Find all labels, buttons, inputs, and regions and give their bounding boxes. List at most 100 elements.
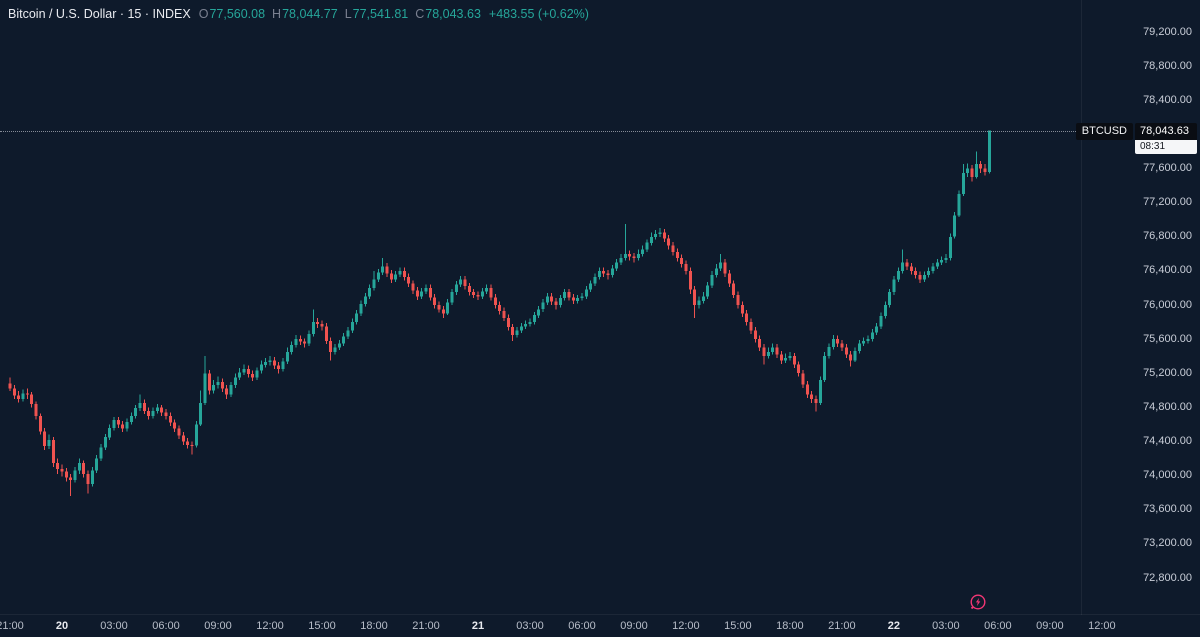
candle-body xyxy=(181,435,185,442)
candle-body xyxy=(407,276,411,284)
price-axis-label: 76,400.00 xyxy=(1143,264,1192,277)
candle-body xyxy=(229,385,233,395)
candle-body xyxy=(121,424,125,429)
price-axis-label: 72,800.00 xyxy=(1143,571,1192,584)
candle-body xyxy=(311,322,315,334)
candle-body xyxy=(86,473,90,485)
candlestick-chart[interactable] xyxy=(0,0,1083,615)
candle-body xyxy=(649,236,653,243)
time-axis-label: 03:00 xyxy=(100,620,128,632)
candle-body xyxy=(164,412,168,416)
candle-body xyxy=(333,347,337,352)
symbol-badge[interactable]: BTCUSD xyxy=(1075,122,1133,140)
candle-body xyxy=(914,270,918,276)
bar-countdown: 08:31 xyxy=(1135,139,1197,154)
candle-body xyxy=(134,408,138,416)
price-axis-label: 73,200.00 xyxy=(1143,537,1192,550)
candle-body xyxy=(381,266,385,273)
candle-body xyxy=(567,292,571,298)
candle-body xyxy=(870,332,874,340)
candle-body xyxy=(684,264,688,271)
close-label: C xyxy=(415,7,425,21)
candle-body xyxy=(545,296,549,303)
symbol-legend: Bitcoin / U.S. Dollar · 15 · INDEX O 77,5… xyxy=(8,7,589,21)
price-axis-label: 79,200.00 xyxy=(1143,25,1192,38)
price-axis-label: 76,000.00 xyxy=(1143,298,1192,311)
candle-body xyxy=(212,385,216,391)
candle-body xyxy=(888,292,892,305)
candle-body xyxy=(554,301,558,305)
candle-body xyxy=(498,305,502,311)
candle-body xyxy=(77,462,81,471)
candle-body xyxy=(645,242,649,250)
candle-body xyxy=(827,346,831,357)
candle-body xyxy=(277,365,281,369)
candle-body xyxy=(632,256,636,259)
candle-body xyxy=(342,336,346,344)
candle-body xyxy=(337,343,341,348)
price-axis-label: 76,800.00 xyxy=(1143,230,1192,243)
time-axis-label: 06:00 xyxy=(152,620,180,632)
candle-body xyxy=(186,441,190,445)
candle-body xyxy=(177,428,181,436)
time-axis-label: 12:00 xyxy=(1088,620,1116,632)
candle-body xyxy=(740,305,744,314)
candle-body xyxy=(502,311,506,318)
time-axis-label: 18:00 xyxy=(776,620,804,632)
candle-body xyxy=(909,266,913,271)
candle-body xyxy=(758,339,762,348)
low-label: L xyxy=(344,7,352,21)
candle-body xyxy=(25,393,29,395)
candle-body xyxy=(21,393,25,399)
candle-body xyxy=(264,362,268,365)
candle-body xyxy=(95,458,99,471)
candle-body xyxy=(155,407,159,411)
last-price-label[interactable]: BTCUSD 78,043.63 08:31 xyxy=(1075,122,1197,154)
candle-body xyxy=(892,279,896,293)
candle-body xyxy=(129,415,133,422)
candle-body xyxy=(931,266,935,271)
candle-body xyxy=(844,347,848,355)
candle-body xyxy=(654,234,658,237)
time-axis-label: 06:00 xyxy=(984,620,1012,632)
price-axis[interactable]: 79,200.0078,800.0078,400.0078,000.0077,6… xyxy=(1081,0,1200,615)
candle-body xyxy=(30,394,34,404)
time-axis-label: 21:00 xyxy=(412,620,440,632)
candle-body xyxy=(524,323,528,327)
time-axis-label: 06:00 xyxy=(568,620,596,632)
candle-body xyxy=(472,292,476,295)
candle-body xyxy=(853,351,857,361)
candle-body xyxy=(485,287,489,292)
candle-body xyxy=(615,262,619,269)
last-price-line xyxy=(0,130,1082,132)
candle-body xyxy=(272,360,276,366)
candle-body xyxy=(216,381,220,386)
candle-body xyxy=(866,339,870,341)
candle-body xyxy=(714,268,718,276)
candle-body xyxy=(47,439,51,446)
candle-body xyxy=(125,421,129,429)
candle-body xyxy=(233,377,237,386)
candle-body xyxy=(493,297,497,305)
close-value: 78,043.63 xyxy=(425,7,481,21)
candle-body xyxy=(372,279,376,288)
candle-body xyxy=(82,462,86,474)
candle-body xyxy=(532,315,536,322)
candle-body xyxy=(385,266,389,274)
candle-body xyxy=(99,447,103,459)
symbol-title[interactable]: Bitcoin / U.S. Dollar · 15 · INDEX xyxy=(8,7,191,21)
candle-body xyxy=(753,330,757,340)
candle-body xyxy=(879,316,883,327)
lightning-event-icon[interactable] xyxy=(969,593,987,611)
candle-body xyxy=(918,275,922,280)
candle-body xyxy=(17,395,21,399)
time-axis[interactable]: 21:00 20 03:00 06:00 09:00 12:00 15:00 18:00 21:… xyxy=(0,614,1200,637)
candle-body xyxy=(719,262,723,269)
candle-body xyxy=(64,471,68,478)
candle-body xyxy=(675,252,679,259)
candle-body xyxy=(489,287,493,298)
high-value: 78,044.77 xyxy=(282,7,338,21)
candle-body xyxy=(294,339,298,346)
candle-body xyxy=(953,215,957,237)
